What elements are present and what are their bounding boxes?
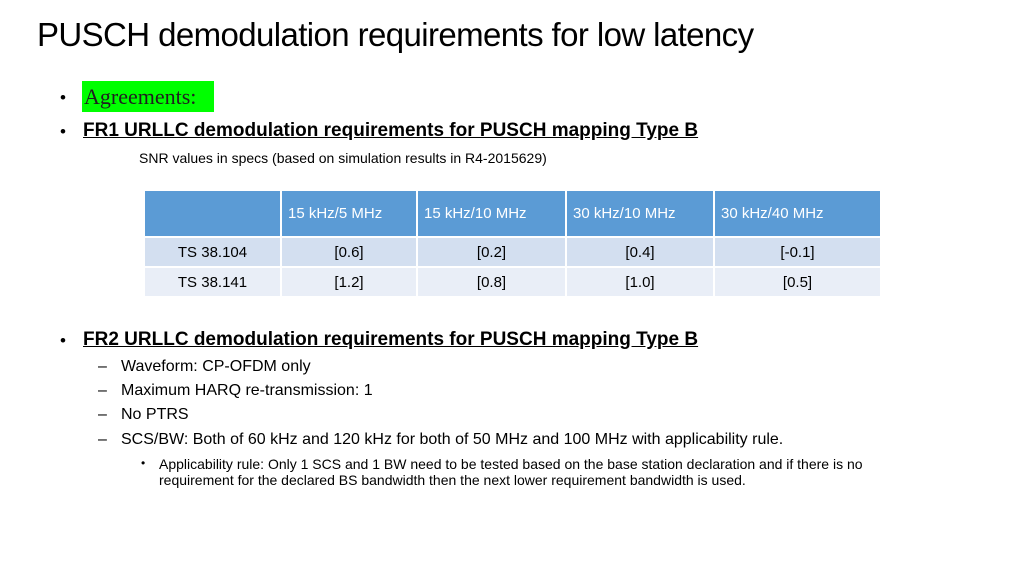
table-header-row: 15 kHz/5 MHz 15 kHz/10 MHz 30 kHz/10 MHz… xyxy=(143,189,882,238)
bullet-icon: • xyxy=(141,456,146,470)
applicability-rule-line2: requirement for the declared BS bandwidt… xyxy=(159,472,746,488)
table-header-cell xyxy=(143,189,282,238)
dash-icon: – xyxy=(98,358,107,375)
table-header-cell: 30 kHz/40 MHz xyxy=(713,189,882,238)
table-header-cell: 15 kHz/10 MHz xyxy=(416,189,567,238)
table-header-cell: 15 kHz/5 MHz xyxy=(280,189,418,238)
table-cell: [-0.1] xyxy=(713,236,882,268)
applicability-rule-line1: Applicability rule: Only 1 SCS and 1 BW … xyxy=(159,456,863,472)
bullet-icon: • xyxy=(60,88,66,107)
agreements-highlight: Agreements: xyxy=(82,81,214,112)
fr1-subtitle: SNR values in specs (based on simulation… xyxy=(139,150,547,166)
table-cell: [0.4] xyxy=(565,236,715,268)
table-header-cell: 30 kHz/10 MHz xyxy=(565,189,715,238)
page-title: PUSCH demodulation requirements for low … xyxy=(37,16,754,53)
fr2-item-scs-bw: SCS/BW: Both of 60 kHz and 120 kHz for b… xyxy=(121,431,784,448)
table-cell: [0.8] xyxy=(416,266,567,298)
dash-icon: – xyxy=(98,382,107,399)
table-row-label: TS 38.104 xyxy=(143,236,282,268)
agreements-label: Agreements: xyxy=(84,84,197,109)
dash-icon: – xyxy=(98,406,107,423)
fr1-heading: FR1 URLLC demodulation requirements for … xyxy=(83,120,699,141)
bullet-icon: • xyxy=(60,122,66,141)
table-row: TS 38.141 [1.2] [0.8] [1.0] [0.5] xyxy=(143,266,882,298)
fr2-item-waveform: Waveform: CP-OFDM only xyxy=(121,358,311,375)
table-cell: [0.6] xyxy=(280,236,418,268)
snr-table: 15 kHz/5 MHz 15 kHz/10 MHz 30 kHz/10 MHz… xyxy=(143,189,882,298)
fr2-heading: FR2 URLLC demodulation requirements for … xyxy=(83,329,699,350)
table-cell: [1.0] xyxy=(565,266,715,298)
bullet-icon: • xyxy=(60,331,66,350)
fr2-item-ptrs: No PTRS xyxy=(121,406,189,423)
table-row-label: TS 38.141 xyxy=(143,266,282,298)
table-cell: [0.5] xyxy=(713,266,882,298)
table-cell: [0.2] xyxy=(416,236,567,268)
dash-icon: – xyxy=(98,431,107,448)
fr2-item-harq: Maximum HARQ re-transmission: 1 xyxy=(121,382,373,399)
table-cell: [1.2] xyxy=(280,266,418,298)
table-row: TS 38.104 [0.6] [0.2] [0.4] [-0.1] xyxy=(143,236,882,268)
